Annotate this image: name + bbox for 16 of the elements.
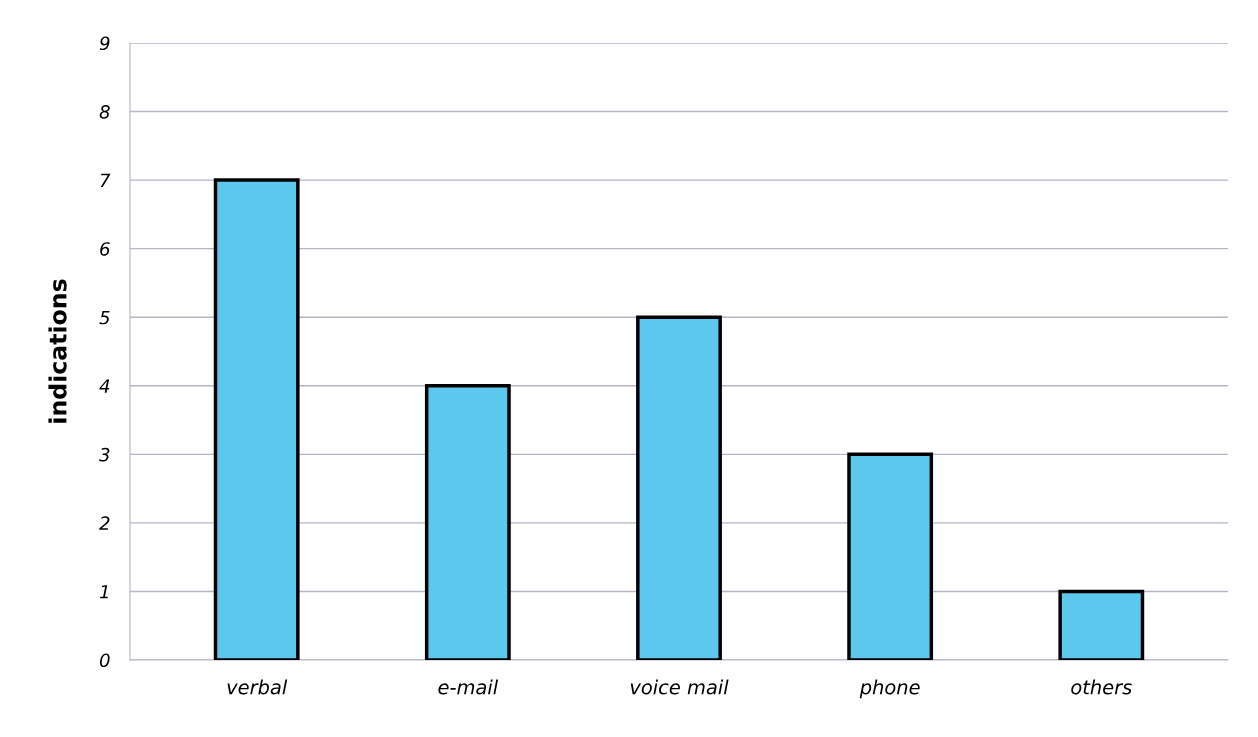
x-tick-label: verbal: [227, 679, 288, 695]
x-tick-label: others: [1071, 679, 1132, 695]
y-axis-title: indications: [48, 279, 67, 423]
y-tick-label: 9: [99, 36, 110, 51]
x-tick-label: phone: [859, 679, 920, 699]
x-tick-label: voice mail: [630, 679, 729, 695]
x-tick-label: e-mail: [438, 679, 499, 695]
y-tick-label: 5: [99, 310, 110, 325]
y-tick-label: 0: [99, 653, 110, 668]
y-tick-label: 8: [99, 105, 110, 119]
y-tick-label: 1: [99, 585, 108, 599]
y-tick-label: 2: [99, 516, 110, 530]
y-tick-label: 3: [99, 447, 110, 462]
y-tick-label: 7: [100, 173, 111, 187]
y-tick-label: 6: [100, 242, 110, 256]
y-tick-label: 4: [99, 379, 110, 393]
